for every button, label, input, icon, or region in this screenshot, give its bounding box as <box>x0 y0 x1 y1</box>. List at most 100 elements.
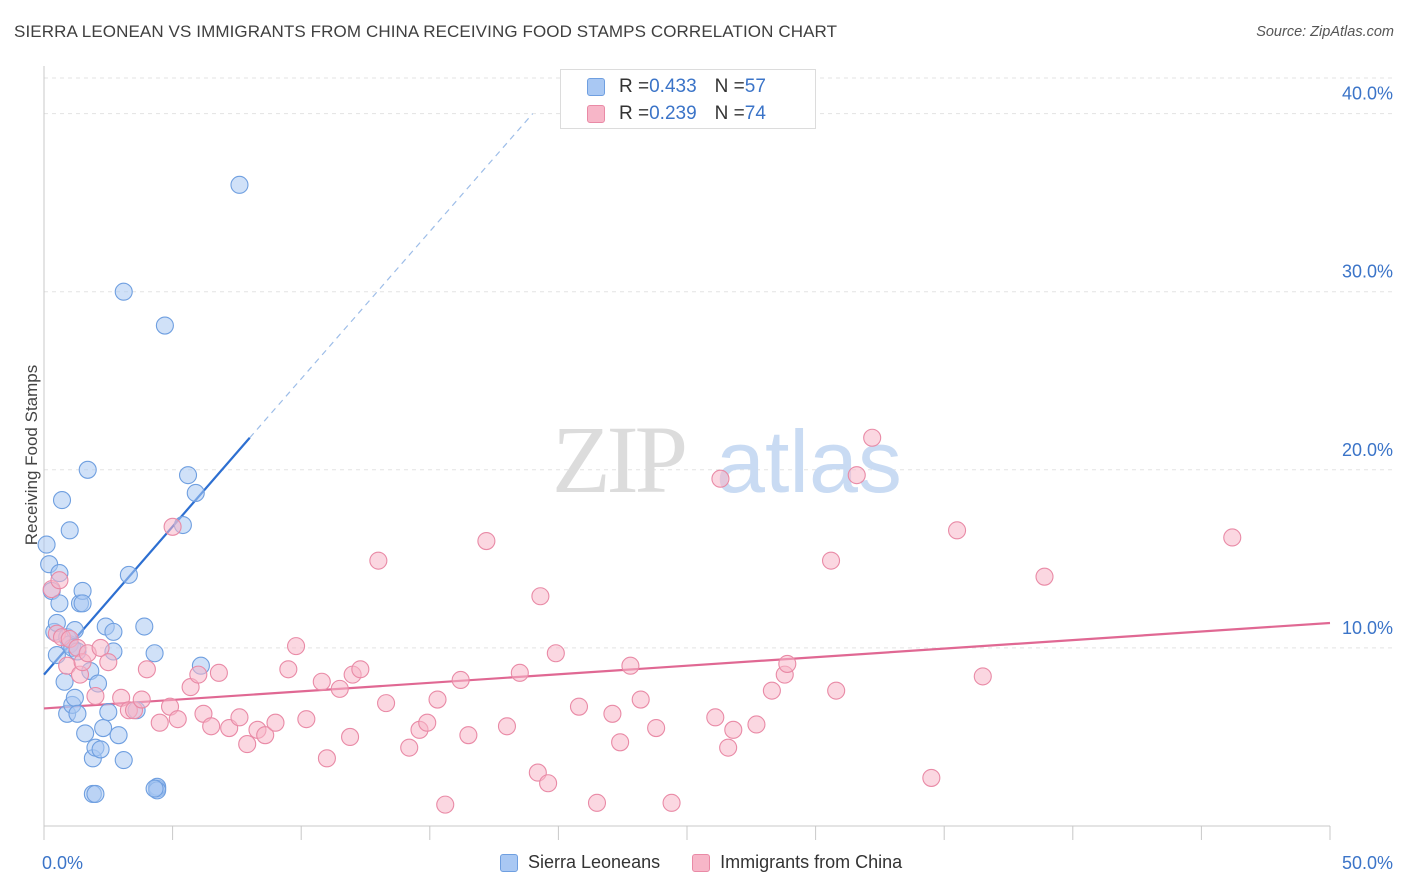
point-immigrant-china <box>459 726 478 745</box>
trend-layer <box>43 113 1331 710</box>
point-immigrant-china <box>238 735 257 754</box>
n-label: N = <box>714 76 745 97</box>
point-immigrant-china <box>377 694 396 713</box>
point-immigrant-china <box>747 715 766 734</box>
point-sierra-leonean <box>78 460 97 479</box>
y-tick-label: 20.0% <box>1342 440 1393 460</box>
point-sierra-leonean <box>76 724 95 743</box>
point-immigrant-china <box>847 466 866 485</box>
chart-title: SIERRA LEONEAN VS IMMIGRANTS FROM CHINA … <box>14 22 838 41</box>
point-immigrant-china <box>168 710 187 729</box>
point-sierra-leonean <box>94 718 113 738</box>
grid-layer <box>44 77 1394 649</box>
legend-swatch-immigrants-china <box>692 853 711 872</box>
point-sierra-leonean <box>60 521 79 540</box>
point-immigrant-china <box>1223 528 1242 547</box>
point-sierra-leonean <box>37 535 56 554</box>
point-sierra-leonean <box>119 565 138 584</box>
y-tick-label: 10.0% <box>1342 618 1393 638</box>
point-immigrant-china <box>662 793 681 812</box>
point-immigrant-china <box>209 663 228 682</box>
label-layer: 10.0% 20.0% 30.0% 40.0% 0.0% 50.0% Receiving F… <box>22 84 1393 873</box>
point-immigrant-china <box>287 637 306 656</box>
point-immigrant-china <box>510 663 529 682</box>
legend-label-sierra-leoneans: Sierra Leoneans <box>528 852 661 872</box>
watermark: ZIP atlas <box>552 406 902 513</box>
point-immigrant-china <box>256 726 275 745</box>
legend-item-immigrants-china[interactable]: Immigrants from China <box>692 852 902 873</box>
point-immigrant-china <box>163 517 182 536</box>
point-sierra-leonean <box>145 779 164 798</box>
legend-row-sierra-leoneans: R = 0.433 N = 57 <box>587 75 766 99</box>
point-immigrant-china <box>569 697 589 716</box>
point-sierra-leonean <box>65 688 84 707</box>
point-immigrant-china <box>279 660 298 679</box>
point-immigrant-china <box>297 710 316 729</box>
r-label: R = <box>619 76 650 97</box>
point-immigrant-china <box>719 738 738 757</box>
point-sierra-leonean <box>114 282 133 301</box>
r-value: 0.433 <box>649 76 697 97</box>
point-immigrant-china <box>863 428 882 447</box>
point-immigrant-china <box>1035 567 1054 586</box>
n-label: N = <box>714 103 745 124</box>
point-immigrant-china <box>330 679 349 698</box>
point-immigrant-china <box>436 795 455 814</box>
point-sierra-leonean <box>135 617 154 636</box>
trendline-immigrants-china <box>43 621 1331 710</box>
point-immigrant-china <box>132 690 151 709</box>
point-immigrant-china <box>821 551 841 570</box>
point-immigrant-china <box>428 690 447 709</box>
point-immigrant-china <box>266 713 285 732</box>
point-sierra-leonean <box>104 622 123 641</box>
point-immigrant-china <box>724 720 743 739</box>
point-immigrant-china <box>451 670 470 690</box>
point-immigrant-china <box>603 704 622 723</box>
trendline-sierra-leoneans-projection <box>249 113 534 439</box>
point-immigrant-china <box>312 672 331 691</box>
point-immigrant-china <box>711 469 730 488</box>
point-immigrant-china <box>477 531 496 551</box>
point-sierra-leonean <box>91 740 110 759</box>
legend-swatch-immigrants-china <box>587 105 605 123</box>
point-sierra-leonean <box>145 644 164 663</box>
point-immigrant-china <box>647 718 666 738</box>
point-immigrant-china <box>341 727 360 747</box>
point-immigrant-china <box>86 686 105 706</box>
point-immigrant-china <box>922 768 941 787</box>
point-sierra-leonean <box>73 594 92 613</box>
point-sierra-leonean <box>99 702 118 722</box>
point-immigrant-china <box>91 638 110 657</box>
point-immigrant-china <box>400 738 419 757</box>
n-value: 57 <box>744 76 766 97</box>
point-immigrant-china <box>531 587 550 606</box>
point-immigrant-china <box>150 713 169 732</box>
axis-layer <box>43 66 1331 840</box>
correlation-legend: R = 0.433 N = 57 R = 0.239 N = 74 <box>560 69 816 129</box>
y-axis-title: Receiving Food Stamps <box>22 365 41 545</box>
point-immigrant-china <box>137 660 156 679</box>
point-immigrant-china <box>317 749 336 768</box>
point-sierra-leonean <box>50 594 69 613</box>
r-value: 0.239 <box>649 103 697 124</box>
point-immigrant-china <box>99 653 118 672</box>
point-sierra-leonean <box>178 466 198 485</box>
point-immigrant-china <box>621 656 640 675</box>
point-sierra-leonean <box>109 726 128 745</box>
point-sierra-leonean <box>68 704 87 723</box>
point-immigrant-china <box>50 571 69 590</box>
legend-swatch-sierra-leoneans <box>587 78 605 96</box>
x-tick-label: 50.0% <box>1342 853 1393 873</box>
point-immigrant-china <box>202 717 221 736</box>
point-immigrant-china <box>762 681 781 700</box>
bottom-legend: Sierra Leoneans Immigrants from China <box>500 852 934 873</box>
point-immigrant-china <box>418 713 437 732</box>
legend-item-sierra-leoneans[interactable]: Sierra Leoneans <box>500 852 660 873</box>
point-immigrant-china <box>631 690 650 709</box>
point-sierra-leonean <box>52 491 72 510</box>
x-tick-label: 0.0% <box>42 853 83 873</box>
point-sierra-leonean <box>55 672 74 691</box>
source-label: Source: ZipAtlas.com <box>1256 24 1394 40</box>
r-label: R = <box>619 103 650 124</box>
